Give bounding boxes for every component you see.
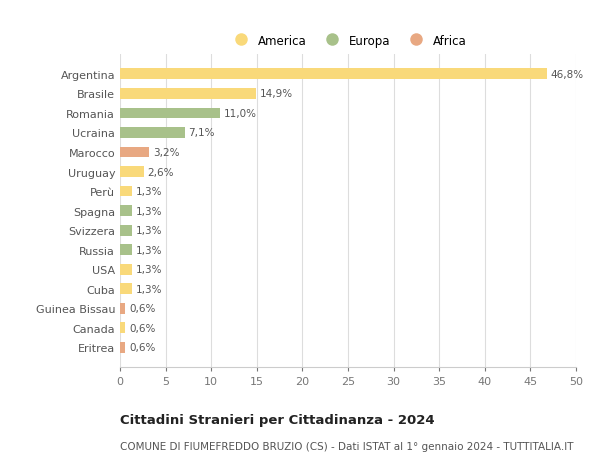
Text: Cittadini Stranieri per Cittadinanza - 2024: Cittadini Stranieri per Cittadinanza - 2… xyxy=(120,413,434,426)
Text: 1,3%: 1,3% xyxy=(136,206,162,216)
Text: 11,0%: 11,0% xyxy=(224,109,257,118)
Text: 46,8%: 46,8% xyxy=(550,70,584,79)
Bar xyxy=(120,167,144,178)
Text: COMUNE DI FIUMEFREDDO BRUZIO (CS) - Dati ISTAT al 1° gennaio 2024 - TUTTITALIA.I: COMUNE DI FIUMEFREDDO BRUZIO (CS) - Dati… xyxy=(120,441,574,451)
Text: 0,6%: 0,6% xyxy=(129,343,155,353)
Text: 7,1%: 7,1% xyxy=(188,128,215,138)
Bar xyxy=(120,108,220,119)
Bar xyxy=(120,225,132,236)
Bar xyxy=(120,147,149,158)
Text: 1,3%: 1,3% xyxy=(136,226,162,235)
Bar xyxy=(120,342,125,353)
Bar xyxy=(120,245,132,256)
Bar xyxy=(120,323,125,334)
Text: 1,3%: 1,3% xyxy=(136,245,162,255)
Legend: America, Europa, Africa: America, Europa, Africa xyxy=(224,30,472,52)
Text: 2,6%: 2,6% xyxy=(148,167,174,177)
Bar xyxy=(120,89,256,100)
Text: 3,2%: 3,2% xyxy=(153,148,179,157)
Text: 1,3%: 1,3% xyxy=(136,187,162,196)
Bar xyxy=(120,128,185,139)
Bar xyxy=(120,186,132,197)
Text: 1,3%: 1,3% xyxy=(136,284,162,294)
Bar xyxy=(120,303,125,314)
Text: 14,9%: 14,9% xyxy=(260,89,293,99)
Text: 0,6%: 0,6% xyxy=(129,304,155,313)
Bar xyxy=(120,69,547,80)
Text: 1,3%: 1,3% xyxy=(136,265,162,274)
Bar xyxy=(120,206,132,217)
Text: 0,6%: 0,6% xyxy=(129,323,155,333)
Bar xyxy=(120,264,132,275)
Bar xyxy=(120,284,132,295)
